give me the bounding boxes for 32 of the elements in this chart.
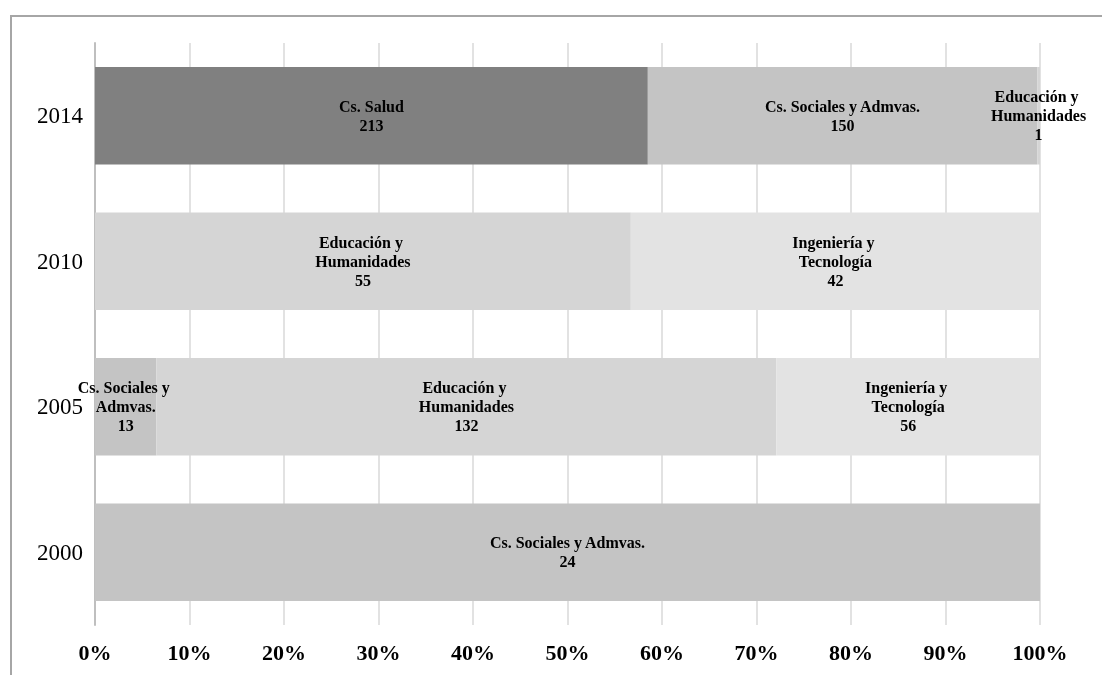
annotation: 42 xyxy=(827,271,844,289)
text: Ingeniería y Tecnología xyxy=(865,379,948,416)
x-tick-label: 20% xyxy=(262,639,306,665)
annotation: 213 xyxy=(359,116,384,134)
y-tick-label: 2000 xyxy=(37,539,83,565)
x-tick-label: 50% xyxy=(545,639,590,665)
x-tick-label: 80% xyxy=(829,639,873,665)
x-tick-label: 0% xyxy=(78,639,112,665)
series-label: Educación y Humanidades xyxy=(991,88,1087,125)
x-tick-label: 10% xyxy=(167,639,212,665)
annotation: 24 xyxy=(559,553,576,571)
x-tick-label: 40% xyxy=(451,639,495,665)
annotation: 132 xyxy=(454,417,479,435)
text: Educación y Humanidades xyxy=(418,379,514,416)
y-tick-label: 2014 xyxy=(37,103,84,129)
x-tick-label: 90% xyxy=(923,639,968,665)
y-tick-label: 2010 xyxy=(37,248,83,274)
annotation: 13 xyxy=(117,417,134,435)
text: Cs. Sociales y Admvas. xyxy=(489,534,646,552)
x-tick-label: 70% xyxy=(734,639,779,665)
x-tick-label: 30% xyxy=(356,639,401,665)
text: Educación y Humanidades xyxy=(315,233,411,270)
annotation: 56 xyxy=(900,417,917,435)
text: Cs. Sociales y Admvas. xyxy=(764,97,921,115)
annotation: 150 xyxy=(830,116,855,134)
x-tick-label: 60% xyxy=(640,639,684,665)
annotation: 55 xyxy=(354,271,371,289)
x-tick-label: 100% xyxy=(1012,639,1068,665)
series-label: Ingeniería y Tecnología xyxy=(792,233,879,271)
annotation: 1 xyxy=(1034,126,1043,144)
bar xyxy=(95,67,648,165)
series-label: Cs. Salud xyxy=(338,97,404,115)
